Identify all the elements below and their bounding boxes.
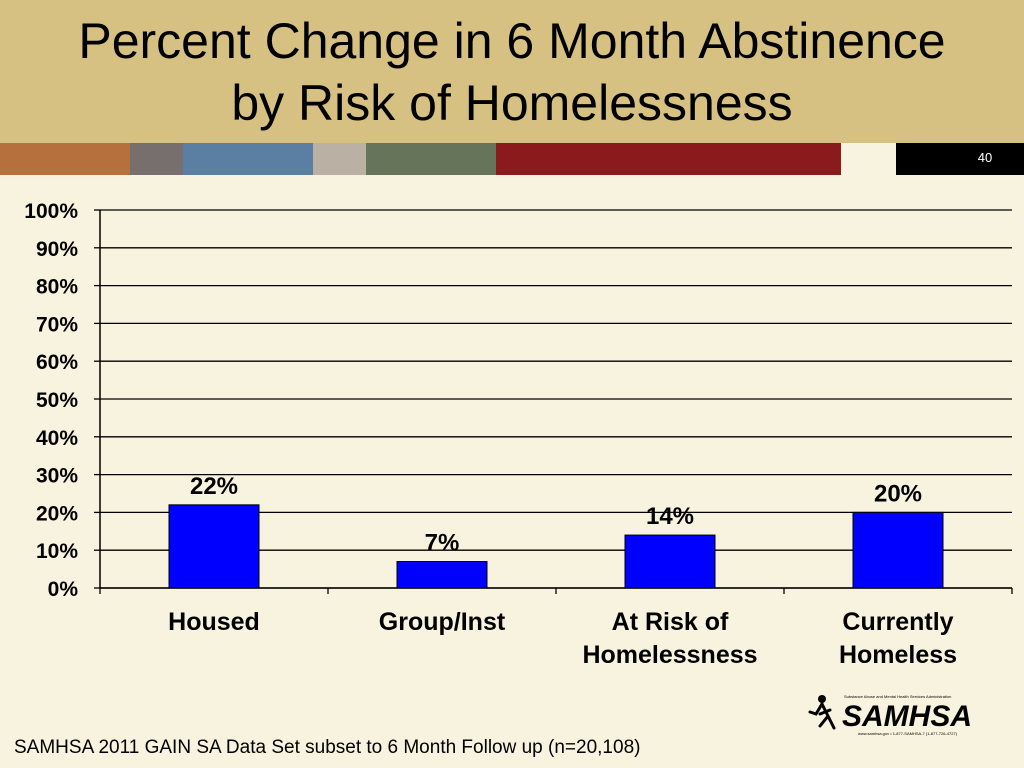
samhsa-logo: Substance Abuse and Mental Health Servic… bbox=[808, 694, 972, 736]
title-band bbox=[0, 0, 1024, 143]
color-bar-segment bbox=[183, 143, 313, 175]
y-tick-label: 30% bbox=[36, 465, 78, 488]
y-tick-label: 90% bbox=[36, 238, 78, 261]
bar bbox=[852, 511, 944, 589]
x-category-label: Group/Inst bbox=[379, 608, 506, 636]
logo-tagline: Substance Abuse and Mental Health Servic… bbox=[844, 694, 951, 699]
color-bar-segment bbox=[0, 143, 130, 175]
title-line-2: by Risk of Homelessness bbox=[231, 75, 793, 131]
data-label: 20% bbox=[874, 480, 922, 507]
title-line-1: Percent Change in 6 Month Abstinence bbox=[78, 13, 946, 69]
x-category-label: Housed bbox=[168, 608, 260, 636]
color-bar-segment bbox=[896, 143, 1024, 175]
bar bbox=[168, 504, 260, 589]
x-category-label: At Risk of Homelessness bbox=[582, 608, 757, 669]
y-tick-label: 10% bbox=[36, 540, 78, 563]
bar-chart: 0% 10% 20% 30% 40% 50% 60% 70% 80% 90% 100% 22% Hous… bbox=[24, 200, 1013, 669]
logo-url: www.samhsa.gov • 1-877-SAMHSA-7 (1-877-7… bbox=[858, 731, 958, 736]
y-tick-label: 20% bbox=[36, 502, 78, 525]
data-label: 7% bbox=[425, 530, 460, 557]
decorative-color-bar bbox=[0, 143, 1024, 175]
y-tick-label: 0% bbox=[48, 578, 79, 601]
y-tick-label: 70% bbox=[36, 313, 78, 336]
y-tick-label: 100% bbox=[24, 200, 78, 223]
y-tick-label: 60% bbox=[36, 351, 78, 374]
x-category-label: Currently Homeless bbox=[839, 608, 957, 669]
y-tick-label: 80% bbox=[36, 276, 78, 299]
color-bar-segment bbox=[366, 143, 496, 175]
data-label: 14% bbox=[646, 503, 694, 530]
figure-icon bbox=[808, 695, 836, 730]
color-bar-segment bbox=[841, 143, 896, 175]
color-bar-segment bbox=[496, 143, 841, 175]
bar bbox=[396, 561, 488, 589]
color-bar-segment bbox=[130, 143, 183, 175]
data-label: 22% bbox=[190, 473, 238, 500]
bar bbox=[624, 534, 716, 589]
slide-number: 40 bbox=[977, 150, 993, 165]
y-tick-label: 40% bbox=[36, 427, 78, 450]
slide-title: Percent Change in 6 Month Abstinence by … bbox=[0, 10, 1024, 134]
color-bar-segment bbox=[313, 143, 366, 175]
y-tick-label: 50% bbox=[36, 389, 78, 412]
logo-text: SAMHSA bbox=[842, 700, 972, 733]
source-note: SAMHSA 2011 GAIN SA Data Set subset to 6… bbox=[14, 737, 641, 758]
